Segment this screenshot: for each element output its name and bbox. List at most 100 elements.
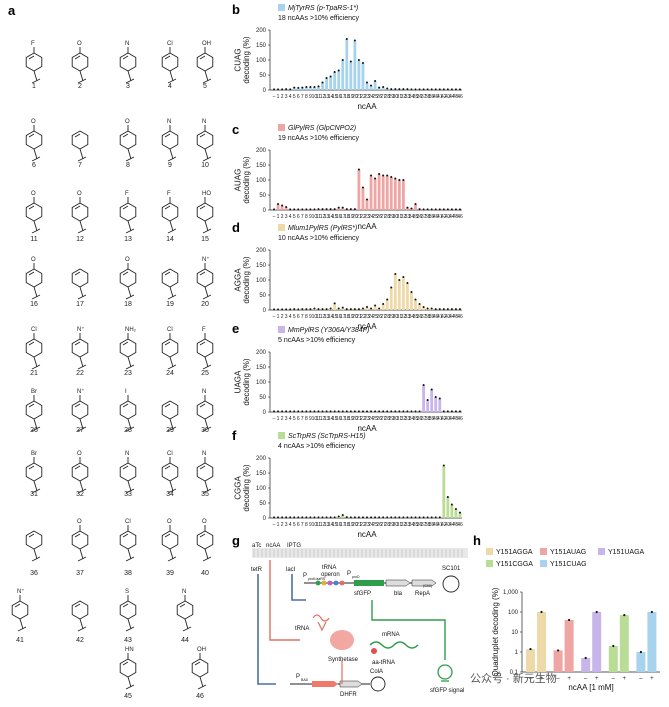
x-tick-label: 34: [409, 522, 415, 528]
molecule-number: 41: [16, 637, 24, 644]
attachment-mark: [31, 228, 41, 234]
x-tick-label: –: [639, 676, 643, 682]
replicate-dot: [317, 85, 320, 88]
x-tick-label: 12: [320, 314, 326, 320]
attachment-mark: [125, 426, 135, 432]
x-tick-label: 31: [397, 214, 403, 220]
replicate-dot: [390, 176, 393, 178]
bar-27: [381, 87, 385, 90]
attachment-mark: [167, 556, 177, 562]
atom-label: N: [202, 451, 206, 457]
benzene-ring: [71, 130, 89, 150]
replicate-dot: [402, 516, 405, 519]
replicate-dot: [410, 516, 413, 519]
atom-label: OH: [197, 647, 206, 653]
benzene-ring: [25, 338, 43, 358]
double-bond: [28, 341, 35, 346]
x-tick-label: 35: [413, 314, 419, 320]
bla-gene: [385, 579, 411, 587]
benzene-ring: [196, 400, 214, 420]
ncaa-structure-19: 19: [161, 268, 179, 308]
replicate-dot: [446, 208, 449, 211]
molecule-number: 15: [201, 236, 209, 243]
bar-34: [410, 292, 413, 310]
y-tick-label: 0: [263, 516, 267, 522]
x-tick-label: 3: [285, 314, 288, 320]
x-tick-label: 27: [380, 94, 386, 100]
bar-33: [406, 283, 409, 310]
replicate-dot: [422, 306, 425, 308]
attachment-mark: [197, 684, 207, 690]
replicate-dot: [446, 308, 449, 311]
x-tick-label: –: [556, 676, 560, 682]
atom-label: O: [125, 119, 130, 125]
x-axis-label: ncAA: [357, 322, 377, 331]
replicate-dot: [414, 516, 417, 519]
ncaa-structure-41: N⁺ 41: [11, 588, 29, 644]
double-bond: [164, 465, 171, 470]
x-tick-label: 6: [297, 522, 300, 528]
mrna-label: mRNA: [382, 632, 400, 638]
x-tick-label: 29: [388, 314, 394, 320]
x-tick-label: 10: [312, 314, 318, 320]
x-tick-label: 10: [312, 94, 318, 100]
molecule-number: 9: [168, 162, 172, 169]
x-tick-label: 25: [372, 94, 378, 100]
x-tick-label: 3: [285, 94, 288, 100]
bar-13: [325, 78, 328, 90]
trna-icon: [312, 614, 330, 632]
replicate-dot: [402, 276, 405, 278]
attachment-mark: [202, 78, 212, 84]
attachment-mark: [202, 156, 212, 162]
x-tick-label: 13: [324, 522, 330, 528]
legend-label: ScTrpRS (ScTrpRS-H15): [288, 433, 366, 440]
ncaa-structure-24: Cl 24: [161, 327, 179, 377]
x-tick-label: –: [612, 676, 616, 682]
double-bond: [28, 465, 35, 470]
x-tick-label: 41: [437, 416, 443, 422]
x-tick-label: 37: [421, 214, 427, 220]
double-bond: [164, 271, 171, 276]
replicate-dot: [289, 208, 292, 211]
atom-label: N: [167, 119, 171, 125]
p-proc-sub: proD: [352, 575, 360, 579]
bar-12: [321, 82, 324, 90]
legend-swatch: [598, 548, 605, 555]
bar-Y151AGGA-–: [526, 649, 535, 672]
gfp-wire: [371, 600, 446, 660]
bar-21: [357, 169, 361, 210]
replicate-dot: [281, 308, 284, 311]
repa-sub: (G00): [423, 584, 432, 588]
aatrna-label: aa-tRNA: [372, 660, 395, 666]
molecule-number: 33: [124, 491, 132, 498]
bar-25: [373, 81, 377, 90]
replicate-dot: [313, 208, 316, 211]
sfgfp-signal-label: sfGFP signal: [430, 688, 464, 694]
y-axis-label: Quadruplet decoding (%): [491, 587, 500, 676]
x-tick-label: 27: [380, 416, 386, 422]
double-bond: [199, 403, 206, 408]
benzene-ring: [161, 202, 179, 222]
bar-18: [345, 39, 349, 90]
attachment-mark: [125, 156, 135, 162]
replicate-dot: [353, 308, 356, 311]
bar-26: [377, 174, 381, 210]
legend-label: GlPylRS (GlpCNPO2): [288, 125, 356, 132]
x-tick-label: 15: [332, 94, 338, 100]
replicate-dot: [301, 308, 304, 311]
replicate-dot: [341, 514, 344, 516]
atom-label: Cl: [125, 519, 131, 525]
benzene-ring: [119, 338, 137, 358]
x-tick-label: 9: [309, 214, 312, 220]
bar-8: [304, 87, 308, 90]
bar-44: [450, 504, 454, 518]
replicate-dot: [353, 516, 356, 519]
atom-label: Cl: [167, 451, 173, 457]
replicate-dot: [442, 88, 445, 91]
replicate-dot: [568, 618, 571, 622]
x-tick-label: 37: [421, 94, 427, 100]
y-tick-label: 0: [263, 208, 267, 214]
